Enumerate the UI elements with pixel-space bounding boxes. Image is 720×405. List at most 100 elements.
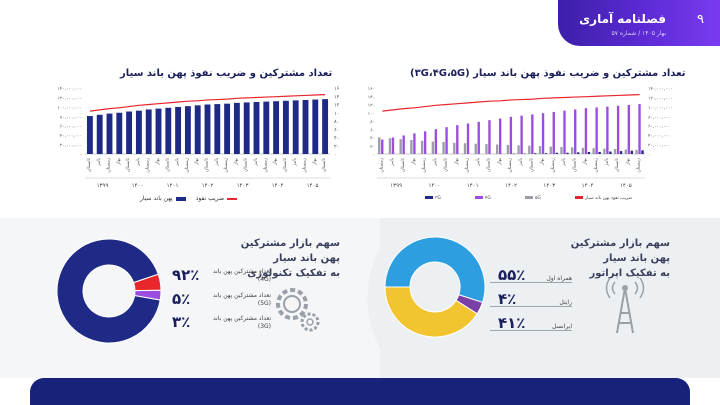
bar-4g	[381, 139, 384, 154]
season-tick-label: تابستان	[444, 157, 449, 172]
year-label: ۱۳۹۹	[390, 183, 402, 189]
issue-label: بهار ۱۴۰۵ / شماره ۵۷	[611, 30, 666, 37]
bar-3g	[485, 144, 488, 154]
year-label: ۱۴۰۱	[467, 183, 479, 189]
gear-icon	[276, 288, 320, 332]
season-tick-label: پاییز	[390, 157, 395, 166]
right-axis-tick: ۱۴۰,۰۰۰,۰۰۰	[648, 87, 673, 92]
op-title-line2: به تفکیک اپراتور	[589, 268, 670, 279]
year-label: ۱۴۰۰	[132, 183, 144, 189]
season-tick-label: تابستان	[401, 157, 406, 172]
season-tick-label: تابستان	[615, 157, 620, 172]
season-tick-label: پاییز	[175, 157, 180, 166]
pct-irancell: ۴۱٪	[498, 314, 526, 332]
right-axis-tick: ۱۰۰,۰۰۰,۰۰۰	[648, 106, 673, 111]
season-tick-label: زمستان	[637, 158, 642, 173]
season-tick-label: زمستان	[422, 158, 427, 173]
right-axis-tick: ۱۲۰	[334, 103, 340, 109]
leader-line	[490, 282, 572, 283]
bar-3g	[549, 146, 552, 154]
left-axis-tick: ۱۲۰,۰۰۰,۰۰۰	[57, 96, 82, 101]
bar-4g	[498, 118, 502, 154]
right-chart-title: تعداد مشترکین و ضریب نفوذ پهن باند سیار …	[410, 68, 686, 79]
right-axis-tick: ۰	[648, 153, 650, 158]
left-axis-tick: ۱۴۰	[368, 95, 375, 100]
season-tick-label: تابستان	[126, 157, 131, 172]
bar-3g	[592, 148, 595, 154]
footer-bar	[30, 378, 690, 405]
season-tick-label: زمستان	[508, 158, 513, 173]
season-tick-label: بهار	[116, 158, 121, 166]
right-axis-tick: ۸۰	[334, 119, 339, 125]
bar-5g	[630, 150, 633, 154]
bar-4g	[574, 109, 577, 154]
right-axis-tick: ۴۰,۰۰۰,۰۰۰	[648, 134, 670, 139]
right-axis-tick: ۱۰۰	[334, 111, 340, 117]
bar-4g	[413, 133, 416, 154]
year-label: ۱۴۰۵	[620, 183, 632, 189]
pct-rightel: ۴٪	[498, 290, 517, 308]
legend-label: ۵G	[535, 195, 541, 201]
bar-mobile-broadband	[116, 112, 123, 154]
bar-mobile-broadband	[263, 101, 270, 154]
left-axis-tick: ۱۴۰,۰۰۰,۰۰۰	[57, 87, 82, 92]
bar-4g	[509, 116, 513, 154]
season-tick-label: بهار	[454, 158, 459, 166]
legend-label: ضریب نفوذ	[195, 195, 225, 202]
season-tick-label: پاییز	[214, 157, 219, 166]
bar-mobile-broadband	[135, 110, 142, 154]
bar-3g	[474, 143, 477, 154]
year-label: ۱۴۰۳	[543, 183, 555, 189]
right-axis-tick: ۱۴۰	[334, 94, 340, 100]
bar-3g	[528, 145, 531, 154]
season-tick-label: بهار	[234, 158, 239, 166]
left-axis-tick: ۴۰,۰۰۰,۰۰۰	[60, 134, 82, 139]
season-tick-label: پاییز	[293, 157, 298, 166]
season-tick-label: پاییز	[519, 157, 524, 166]
right-chart: ۱۶۰ ۱۴۰ ۱۲۰ ۱۰۰ ۸۰ ۶۰ ۴۰ ۲۰ ۰ ۱۴۰,۰۰۰,۰۰۰ ۱۲۰,۰۰۰,…	[368, 87, 673, 201]
bar-4g	[606, 106, 609, 154]
bar-4g	[563, 110, 566, 154]
year-label: ۱۴۰۲	[202, 183, 214, 189]
label-5g: تعداد مشترکین پهن باند (5G)	[212, 292, 271, 307]
bar-4g	[402, 135, 405, 154]
season-tick-label: تابستان	[322, 157, 327, 172]
right-axis-tick: ۲۰,۰۰۰,۰۰۰	[648, 144, 670, 149]
bar-3g	[517, 145, 520, 154]
bar-mobile-broadband	[126, 111, 133, 154]
bar-3g	[410, 139, 413, 154]
bar-3g	[420, 140, 424, 154]
season-tick-label: بهار	[273, 158, 278, 166]
label-3g: تعداد مشترکین پهن باند (3G)	[212, 315, 271, 330]
bar-5g	[598, 151, 601, 154]
legend-label: ضریب نفوذ پهن باند سیار	[584, 196, 632, 201]
season-tick-label: زمستان	[594, 158, 599, 173]
bar-mobile-broadband	[253, 102, 260, 154]
season-tick-label: تابستان	[529, 157, 534, 172]
right-axis-tick: ۴۰	[334, 136, 339, 142]
season-tick-label: تابستان	[87, 157, 92, 172]
op-section-title: سهم بازار مشترکین پهن باند سیار به تفکیک…	[560, 236, 670, 281]
left-axis-tick: ۸۰	[370, 120, 375, 125]
bar-5g	[577, 152, 580, 154]
slice-hamrah-aval	[384, 236, 486, 304]
season-tick-label: تابستان	[244, 157, 249, 172]
left-axis-tick: ۴۰	[370, 137, 375, 142]
season-tick-label: بهار	[312, 158, 317, 166]
tech-title-line2: به تفکیک تکنولوژی	[247, 268, 340, 279]
bar-mobile-broadband	[165, 107, 172, 154]
bar-mobile-broadband	[322, 99, 329, 154]
bar-4g	[423, 131, 427, 154]
legend-label: ۴G	[485, 195, 491, 201]
pct-3g: ۳٪	[172, 313, 191, 331]
bar-mobile-broadband	[302, 99, 309, 154]
year-label: ۱۴۰۵	[307, 183, 319, 189]
bar-mobile-broadband	[214, 104, 221, 154]
bar-3g	[442, 142, 445, 154]
bar-5g	[566, 152, 569, 154]
left-axis-tick: ۶۰,۰۰۰,۰۰۰	[60, 125, 82, 130]
bar-4g	[520, 115, 523, 154]
left-axis-tick: ۶۰	[370, 128, 375, 133]
page-number: ۹	[697, 12, 704, 27]
bar-4g	[477, 121, 480, 154]
